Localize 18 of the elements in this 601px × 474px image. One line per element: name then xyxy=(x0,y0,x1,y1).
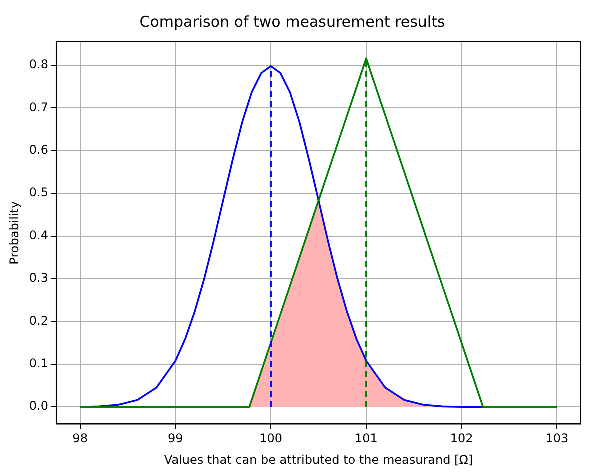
y-tick-label: 0.4 xyxy=(29,228,48,242)
y-tick-label: 0.5 xyxy=(29,186,48,200)
x-tick-label: 100 xyxy=(260,432,283,446)
x-axis-title: Values that can be attributed to the measurand [Ω] xyxy=(164,452,474,467)
y-tick-label: 0.2 xyxy=(29,314,48,328)
y-tick-label: 0.0 xyxy=(29,399,48,414)
y-tick-label: 0.6 xyxy=(29,143,48,158)
y-tick-label: 0.7 xyxy=(29,100,48,114)
chart-title: Comparison of two measurement results xyxy=(140,12,446,31)
y-tick-label: 0.3 xyxy=(29,271,48,286)
x-tick-label: 98 xyxy=(72,432,88,446)
x-tick-label: 99 xyxy=(168,432,184,446)
x-tick-label: 102 xyxy=(450,432,474,446)
y-tick-label: 0.1 xyxy=(29,356,48,371)
y-axis-title: Probability xyxy=(7,201,22,265)
x-tick-label: 101 xyxy=(354,432,378,446)
x-tick-label: 103 xyxy=(546,432,569,446)
y-tick-label: 0.8 xyxy=(29,58,48,72)
